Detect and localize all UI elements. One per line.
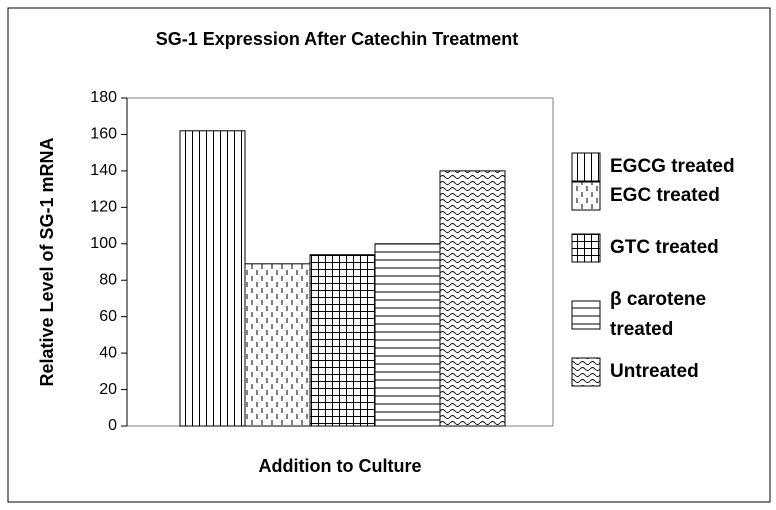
y-tick-label: 120 [90,199,117,216]
y-tick-label: 80 [99,271,117,288]
bar [179,130,246,427]
x-axis-label: Addition to Culture [259,456,422,476]
bar [439,170,506,427]
y-tick-label: 180 [90,89,117,106]
legend-label: β carotene treated [610,289,707,340]
bar [309,254,376,427]
legend-swatch [571,357,601,387]
legend-swatch [571,181,601,211]
legend-label: Untreated [610,361,699,382]
legend-swatch [571,233,601,263]
y-tick-label: 60 [99,308,117,325]
y-tick-label: 160 [90,126,117,143]
bar [374,243,441,427]
y-tick-label: 40 [99,344,117,361]
legend-swatch [571,300,601,330]
y-tick-label: 100 [90,235,117,252]
legend-label: GTC treated [610,237,719,258]
legend-swatch [571,152,601,182]
y-axis-label: Relative Level of SG-1 mRNA [37,137,57,386]
chart-title: SG-1 Expression After Catechin Treatment [156,29,518,49]
legend-label: EGCG treated [610,156,735,177]
y-tick-label: 140 [90,162,117,179]
y-tick-label: 0 [108,417,117,434]
y-tick-label: 20 [99,381,117,398]
bar [244,263,311,427]
legend-label: EGC treated [610,185,720,206]
